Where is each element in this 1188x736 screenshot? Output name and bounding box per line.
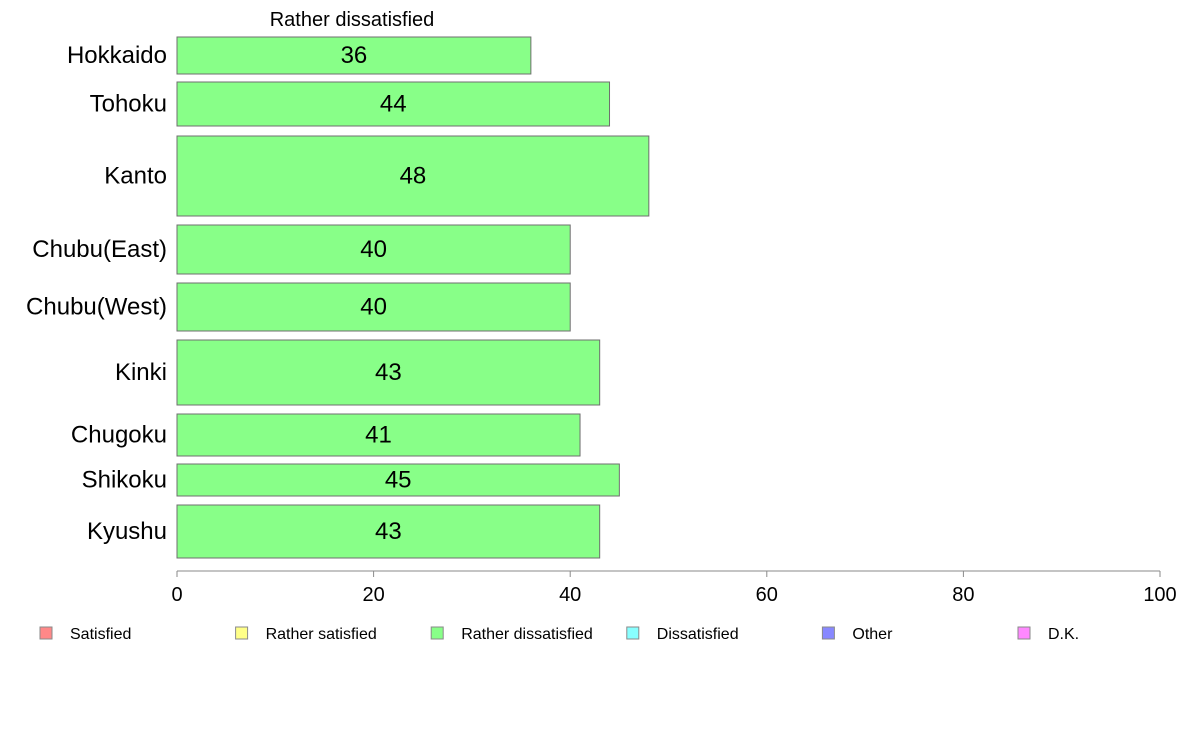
value-label: 45: [385, 467, 412, 494]
legend-label: Dissatisfied: [657, 626, 739, 643]
legend-swatch: [235, 626, 249, 640]
value-label: 48: [400, 163, 427, 190]
x-axis: 0 20 40 60 80 100: [171, 570, 1177, 606]
category-label: Chubu(West): [26, 294, 167, 321]
legend-swatch: [821, 626, 835, 640]
value-label: 41: [365, 422, 392, 449]
x-tick-label: 0: [171, 584, 182, 606]
x-tick-label: 60: [756, 584, 778, 606]
category-label: Chubu(East): [32, 236, 167, 263]
bar-2: [176, 135, 650, 217]
bars-group: Hokkaido 36 Tohoku 44 Kanto 48 Chubu(East) 40 Ch…: [26, 36, 650, 559]
value-label: 40: [360, 294, 387, 321]
legend-label: D.K.: [1048, 626, 1079, 643]
legend-label: Rather satisfied: [266, 626, 377, 643]
category-label: Kanto: [104, 163, 167, 190]
chart-title: Rather dissatisfied: [270, 9, 435, 31]
x-tick-label: 40: [559, 584, 581, 606]
legend-swatch: [626, 626, 640, 640]
legend: Satisfied Rather satisfied Rather dissatis…: [39, 626, 1079, 643]
bar-0: [176, 36, 532, 75]
x-tick-label: 20: [362, 584, 384, 606]
value-label: 44: [380, 91, 407, 118]
category-label: Kinki: [115, 359, 167, 386]
category-label: Tohoku: [90, 91, 167, 118]
bar-6: [176, 413, 581, 457]
legend-label: Satisfied: [70, 626, 131, 643]
category-label: Hokkaido: [67, 42, 167, 69]
legend-swatch: [1017, 626, 1031, 640]
category-label: Chugoku: [71, 422, 167, 449]
legend-swatch: [39, 626, 53, 640]
bar-4: [176, 282, 571, 332]
legend-swatch: [430, 626, 444, 640]
value-label: 43: [375, 518, 402, 545]
bar-8: [176, 504, 601, 559]
value-label: 36: [341, 42, 368, 69]
category-label: Shikoku: [82, 467, 167, 494]
x-tick-label: 80: [952, 584, 974, 606]
value-label: 43: [375, 359, 402, 386]
bar-1: [176, 81, 611, 127]
x-tick-label: 100: [1143, 584, 1176, 606]
bar-7: [176, 463, 620, 497]
legend-label: Rather dissatisfied: [461, 626, 593, 643]
bar-5: [176, 339, 601, 406]
category-label: Kyushu: [87, 518, 167, 545]
value-label: 40: [360, 236, 387, 263]
legend-label: Other: [852, 626, 893, 643]
bar-3: [176, 224, 571, 275]
